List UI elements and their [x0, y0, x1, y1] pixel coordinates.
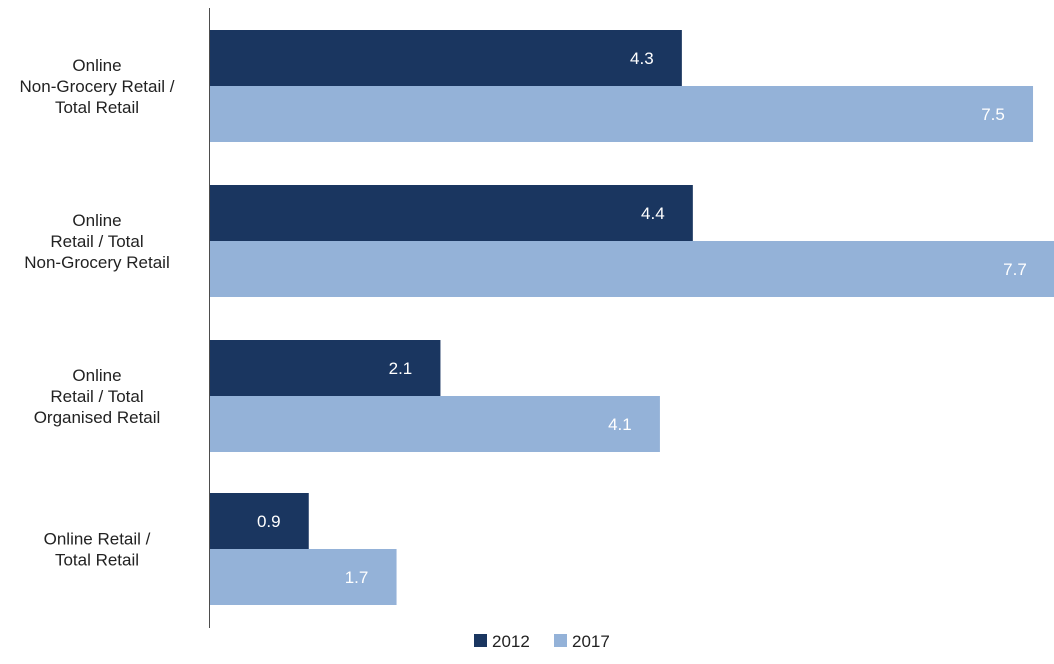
legend-label-2017: 2017 — [572, 632, 610, 651]
data-label-2017-2: 4.1 — [608, 415, 632, 434]
bar-2012-1 — [210, 185, 693, 241]
category-label-line: Online — [72, 211, 121, 230]
category-label-1: Online Retail / Total Non-Grocery Retail — [24, 211, 170, 272]
category-label-line: Non-Grocery Retail / — [20, 77, 175, 96]
category-label-3: Online Retail / Total Retail — [44, 530, 151, 570]
bar-2017-0 — [210, 86, 1034, 142]
data-label-2012-2: 2.1 — [389, 359, 413, 378]
category-label-line: Total Retail — [55, 98, 139, 117]
category-label-line: Total Retail — [55, 551, 139, 570]
data-label-2017-3: 1.7 — [345, 568, 369, 587]
legend-swatch-2017 — [554, 634, 567, 647]
category-label-2: Online Retail / Total Organised Retail — [34, 366, 161, 427]
category-label-line: Online — [72, 366, 121, 385]
bar-2017-1 — [210, 241, 1054, 297]
data-label-2017-0: 7.5 — [981, 105, 1005, 124]
bars-layer: 4.3 7.5 4.4 7.7 2.1 4.1 0.9 1.7 — [210, 30, 1054, 605]
data-label-2012-1: 4.4 — [641, 204, 665, 223]
bar-2017-2 — [210, 396, 660, 452]
legend: 2012 2017 — [474, 632, 610, 651]
legend-label-2012: 2012 — [492, 632, 530, 651]
bar-2012-0 — [210, 30, 682, 86]
bar-2012-2 — [210, 340, 441, 396]
data-label-2017-1: 7.7 — [1003, 260, 1027, 279]
category-label-line: Retail / Total — [50, 232, 143, 251]
legend-swatch-2012 — [474, 634, 487, 647]
data-label-2012-0: 4.3 — [630, 49, 654, 68]
category-label-line: Non-Grocery Retail — [24, 253, 170, 272]
category-label-line: Online — [72, 56, 121, 75]
data-label-2012-3: 0.9 — [257, 512, 281, 531]
category-label-line: Online Retail / — [44, 530, 151, 549]
category-label-0: Online Non-Grocery Retail / Total Retail — [20, 56, 175, 117]
category-labels-layer: Online Non-Grocery Retail / Total RetailOn… — [20, 56, 175, 570]
bar-2017-3 — [210, 549, 397, 605]
category-label-line: Retail / Total — [50, 387, 143, 406]
category-label-line: Organised Retail — [34, 408, 161, 427]
bar-2012-3 — [210, 493, 309, 549]
